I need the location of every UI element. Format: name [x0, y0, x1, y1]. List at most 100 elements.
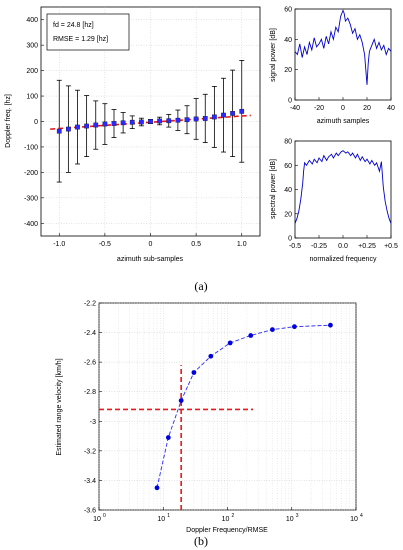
- y-tick-label: 300: [26, 43, 38, 50]
- data-point: [221, 112, 226, 118]
- velocity-point: [191, 370, 197, 375]
- y-tick-label: -2.2: [84, 301, 96, 308]
- y-tick-label: 100: [26, 94, 38, 101]
- x-tick-label: 10: [350, 516, 358, 523]
- signal-power-data: [294, 9, 392, 85]
- x-tick-label: +0.5: [384, 243, 398, 250]
- y-tick-label: 40: [284, 37, 292, 44]
- spectral-power-panel: -0.5 -0.25 0.0 +0.25 +0.5 0 20 40 60 80 normalize…: [270, 139, 398, 264]
- data-point: [184, 117, 190, 123]
- x-tick-exponent: 3: [296, 513, 299, 519]
- x-tick-exponent: 0: [103, 513, 106, 519]
- y-tick-label: -2.8: [84, 389, 96, 396]
- doppler-ticks: -1.0 -0.5 0 0.5 1.0 -400 -300 -200 -100 0 100 200 30…: [24, 17, 247, 248]
- y-tick-label: -400: [24, 221, 38, 228]
- doppler-xlabel: azimuth sub-samples: [117, 256, 184, 263]
- data-point: [239, 108, 245, 114]
- doppler-info-box: [46, 13, 130, 51]
- x-tick-label: 10: [222, 516, 230, 523]
- x-tick-label: 40: [387, 105, 395, 112]
- x-tick-label: -1.0: [53, 241, 65, 248]
- caption-a: (a): [194, 279, 207, 293]
- x-tick-label: -20: [314, 105, 324, 112]
- velocity-point: [292, 324, 297, 330]
- y-tick-label: -3.2: [84, 448, 96, 455]
- x-tick-exponent: 2: [232, 513, 235, 519]
- range-velocity-panel: 10 0 10 1 10 2 10 3 10 4-3.6-3.4-3.2-3-2.8-2.6-2.…: [56, 301, 363, 535]
- x-tick-label: +0.25: [358, 243, 376, 250]
- signal-power-ylabel: signal power [dB]: [270, 28, 277, 82]
- x-tick-label: 10: [157, 516, 165, 523]
- y-tick-label: 0: [34, 119, 38, 126]
- caption-b: (b): [194, 534, 208, 548]
- x-tick-label: -0.25: [311, 243, 327, 250]
- data-point: [148, 119, 153, 124]
- velocity-point: [227, 340, 233, 346]
- data-point: [111, 121, 117, 126]
- y-tick-label: -300: [24, 195, 38, 202]
- range-velocity-xlabel: Doppler Frequency/RMSE: [186, 527, 268, 534]
- rmse-annotation: RMSE = 1.29 [hz]: [53, 36, 108, 43]
- x-tick-exponent: 1: [167, 513, 170, 519]
- velocity-point: [270, 327, 275, 333]
- data-point: [56, 128, 62, 134]
- signal-power-panel: -40 -20 0 20 40 0 20 40 60 azimuth samples signa…: [270, 7, 395, 126]
- velocity-point: [248, 333, 254, 338]
- velocity-point: [208, 353, 214, 359]
- x-tick-label: 0: [341, 105, 345, 112]
- data-point: [166, 118, 172, 124]
- y-tick-label: -3.6: [84, 508, 96, 515]
- range-velocity-ticks: 10 0 10 1 10 2 10 3 10 4-3.6-3.4-3.2-3-2.8-2.6-2.…: [84, 301, 363, 524]
- y-tick-label: -100: [24, 144, 38, 151]
- signal-power-line: [294, 9, 392, 85]
- y-tick-label: 0: [288, 98, 292, 105]
- spectral-power-ylabel: spectral power [dB]: [270, 159, 277, 219]
- x-tick-label: -0.5: [99, 241, 111, 248]
- y-tick-label: 60: [284, 163, 292, 170]
- data-point: [212, 114, 217, 120]
- fd-annotation: fd = 24.8 [hz]: [53, 22, 94, 29]
- x-tick-label: 10: [93, 516, 101, 523]
- signal-power-frame: [294, 8, 392, 101]
- data-point: [93, 122, 99, 128]
- doppler-data: [50, 60, 251, 183]
- data-point: [129, 119, 135, 125]
- signal-power-ticks: -40 -20 0 20 40 0 20 40 60: [284, 7, 395, 113]
- x-tick-exponent: 4: [360, 513, 363, 519]
- data-point: [175, 117, 181, 123]
- spectral-power-ticks: -0.5 -0.25 0.0 +0.25 +0.5 0 20 40 60 80: [284, 139, 398, 251]
- y-tick-label: 200: [26, 68, 38, 75]
- y-tick-label: -200: [24, 170, 38, 177]
- velocity-point: [178, 398, 184, 403]
- y-tick-label: -2.6: [84, 360, 96, 367]
- data-point: [102, 121, 108, 127]
- y-tick-label: -3: [90, 419, 96, 426]
- doppler-ylabel: Doppler freq. [hz]: [5, 94, 12, 148]
- velocity-line: [156, 324, 331, 488]
- range-velocity-grid: [98, 302, 357, 511]
- data-point: [75, 124, 80, 130]
- data-point: [66, 126, 71, 132]
- velocity-point: [328, 322, 333, 328]
- spectral-power-line: [294, 150, 392, 224]
- data-point: [84, 123, 89, 129]
- data-point: [139, 119, 144, 125]
- x-tick-label: -40: [290, 105, 300, 112]
- data-point: [202, 116, 208, 121]
- x-tick-label: 0.0: [338, 243, 348, 250]
- data-point: [120, 120, 126, 126]
- y-tick-label: 40: [284, 187, 292, 194]
- velocity-point: [154, 485, 160, 491]
- x-tick-label: 0: [149, 241, 153, 248]
- x-tick-label: 10: [286, 516, 294, 523]
- spectral-power-xlabel: normalized frequency: [310, 256, 377, 263]
- spectral-power-data: [294, 150, 392, 224]
- y-tick-label: -2.4: [84, 330, 96, 337]
- y-tick-label: 80: [284, 139, 292, 146]
- y-tick-label: 20: [284, 211, 292, 218]
- doppler-panel: -1.0 -0.5 0 0.5 1.0 -400 -300 -200 -100 0 100 200 30…: [5, 6, 261, 263]
- range-velocity-ylabel: Estimated range velocity [km/h]: [56, 358, 63, 455]
- data-point: [157, 118, 162, 124]
- signal-power-xlabel: azimuth samples: [317, 118, 370, 125]
- y-tick-label: 400: [26, 17, 38, 24]
